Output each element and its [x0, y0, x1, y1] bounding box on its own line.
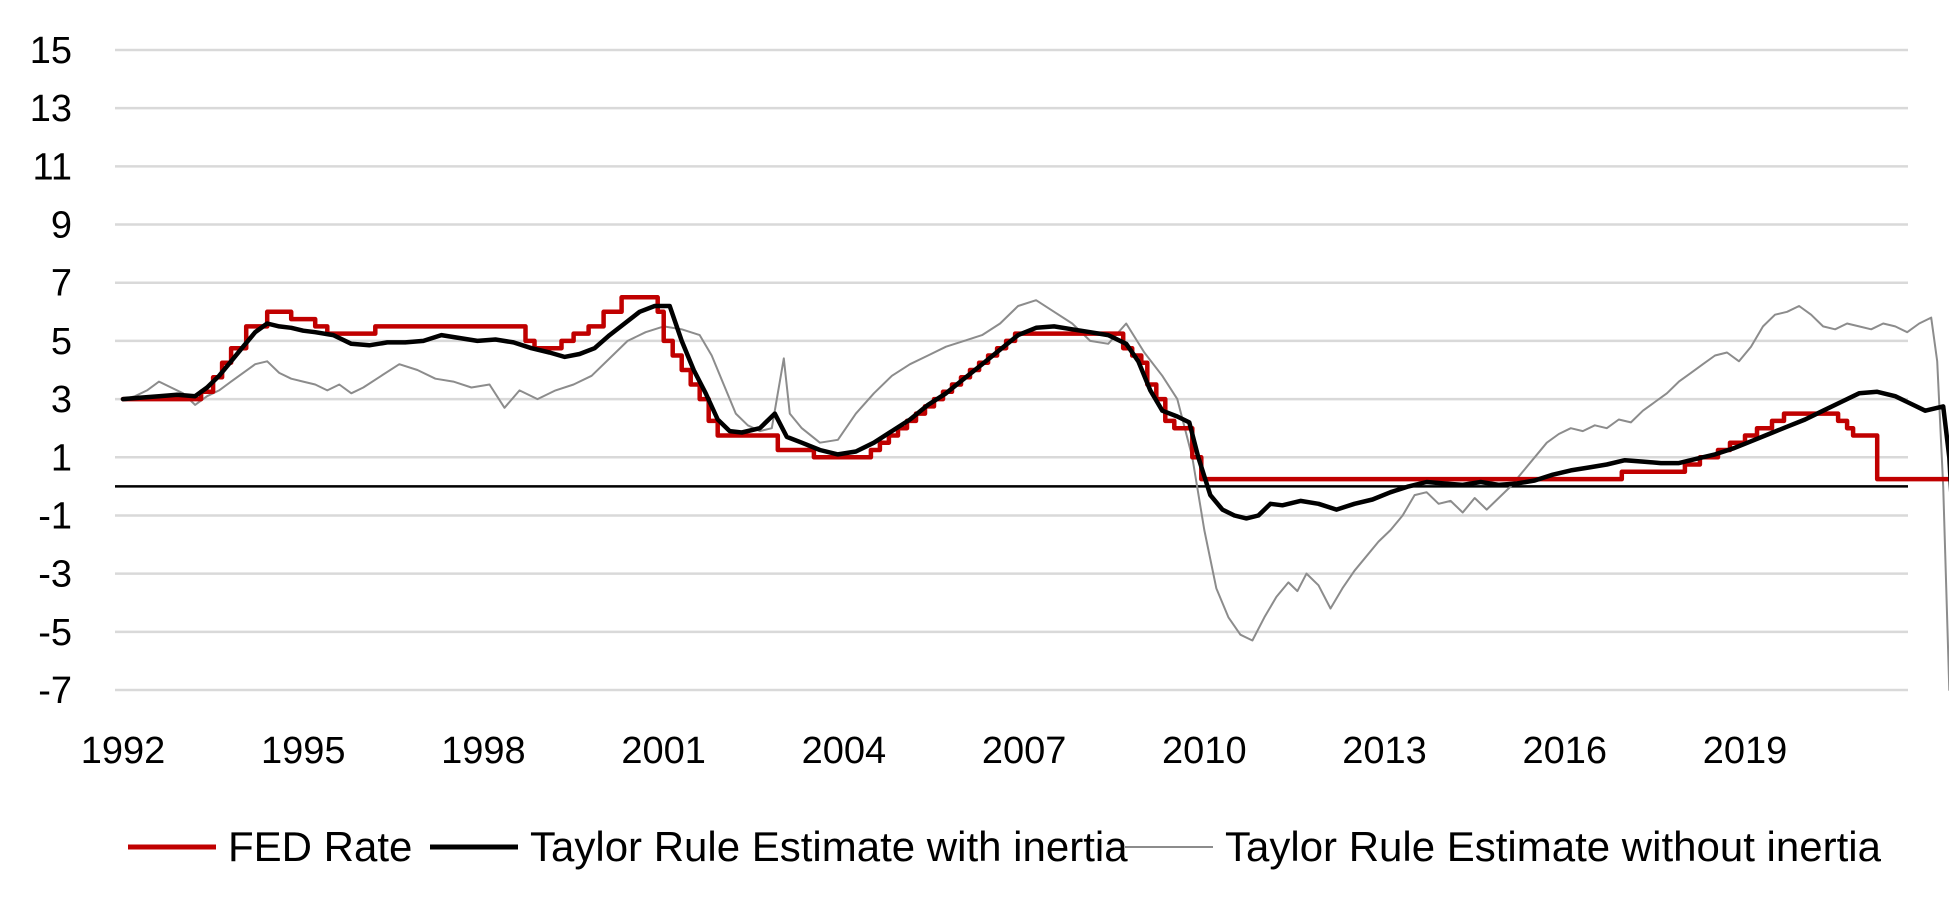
y-tick-label: -7 — [38, 670, 72, 712]
series-lines — [120, 295, 1949, 691]
x-axis-tick-labels: 1992 1995 1998 2001 2004 2007 2010 2013 2016 2019 — [81, 730, 1788, 772]
legend-label-2: Taylor Rule Estimate without inertia — [1225, 823, 1882, 870]
y-tick-label: 11 — [33, 146, 72, 188]
y-tick-label: 15 — [30, 30, 72, 72]
x-tick-label: 2001 — [621, 730, 706, 772]
x-tick-label: 1992 — [81, 730, 166, 772]
x-tick-label: 2007 — [982, 730, 1067, 772]
x-tick-label: 2016 — [1523, 730, 1608, 772]
legend-label-0: FED Rate — [228, 823, 412, 870]
y-tick-label: -5 — [38, 612, 72, 654]
y-tick-label: 5 — [51, 321, 72, 363]
x-tick-label: 2013 — [1342, 730, 1427, 772]
y-tick-label: 9 — [51, 205, 72, 247]
y-tick-label: 7 — [51, 263, 72, 305]
y-tick-label: 1 — [51, 437, 72, 479]
grid-lines — [115, 48, 1908, 692]
y-tick-label: -3 — [38, 554, 72, 596]
y-tick-label: 13 — [30, 88, 72, 130]
legend-label-1: Taylor Rule Estimate with inertia — [530, 823, 1128, 870]
x-tick-label: 2010 — [1162, 730, 1247, 772]
y-tick-label: 3 — [51, 379, 72, 421]
x-tick-label: 1998 — [441, 730, 526, 772]
series-line-2 — [122, 299, 1949, 691]
x-tick-label: 2019 — [1703, 730, 1788, 772]
x-tick-label: 2004 — [802, 730, 887, 772]
y-axis-tick-labels: 15 13 11 9 7 5 3 1 -1 -3 -5 -7 — [30, 30, 72, 712]
x-tick-label: 1995 — [261, 730, 346, 772]
series-line-1 — [120, 303, 1949, 521]
y-tick-label: -1 — [38, 495, 72, 537]
legend: FED Rate Taylor Rule Estimate with inerti… — [128, 823, 1882, 870]
series-line-0 — [120, 295, 1949, 482]
